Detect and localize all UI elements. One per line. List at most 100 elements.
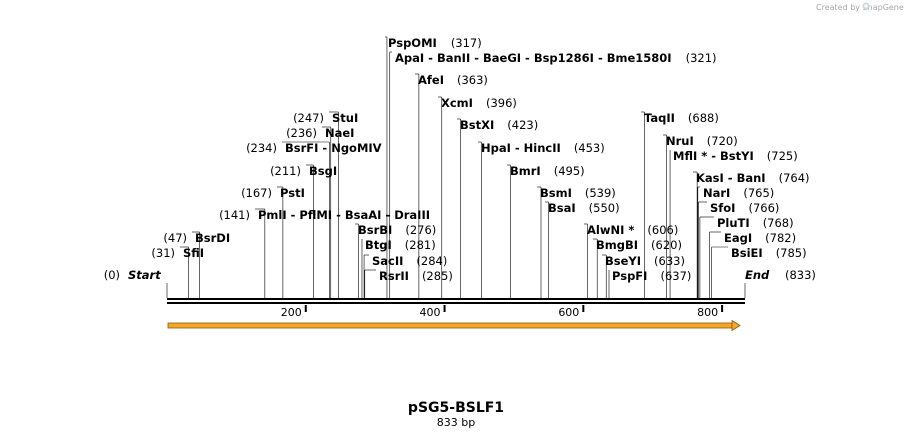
site-name: BmgBI — [596, 238, 638, 252]
axis-tick — [721, 305, 724, 312]
site-position: (764) — [779, 171, 810, 185]
site-position: (47) — [163, 231, 187, 245]
site-name: BsiEI — [731, 246, 763, 260]
site-name: BsrDI — [195, 231, 230, 245]
site-label[interactable]: BsmI (539) — [540, 186, 616, 200]
site-label[interactable]: BsrFI - NgoMIV (234) — [246, 141, 382, 155]
site-position: (550) — [589, 201, 620, 215]
end-label: End (833) — [745, 268, 816, 282]
site-name: MflI * - BstYI — [673, 149, 754, 163]
site-name: HpaI - HincII — [481, 141, 561, 155]
site-label[interactable]: PspOMI (317) — [388, 36, 482, 50]
site-label[interactable]: RsrII (285) — [379, 269, 453, 283]
site-position: (317) — [451, 36, 482, 50]
site-name: NaeI — [325, 126, 354, 140]
site-position: (236) — [286, 126, 317, 140]
site-label[interactable]: BmrI (495) — [510, 164, 585, 178]
site-label[interactable]: BsrBI (276) — [358, 223, 436, 237]
start-name: Start — [128, 268, 161, 282]
site-position: (276) — [405, 223, 436, 237]
site-position: (247) — [293, 111, 324, 125]
site-position: (285) — [422, 269, 453, 283]
site-position: (782) — [765, 231, 796, 245]
site-label[interactable]: EagI (782) — [724, 231, 796, 245]
site-label[interactable]: PmlI - PflMI - BsaAI - DraIII (141) — [219, 208, 430, 222]
site-label[interactable]: StuI (247) — [293, 111, 358, 125]
site-label[interactable]: KasI - BanI (764) — [696, 171, 810, 185]
site-label[interactable]: BsaI (550) — [548, 201, 620, 215]
site-name: EagI — [724, 231, 752, 245]
site-name: SfoI — [710, 201, 735, 215]
site-label[interactable]: SfiI (31) — [151, 246, 204, 260]
axis-tick-label: 600 — [558, 306, 579, 319]
site-position: (785) — [776, 246, 807, 260]
site-position: (720) — [707, 134, 738, 148]
site-label[interactable]: ApaI - BanII - BaeGI - Bsp1286I - Bme158… — [395, 51, 717, 65]
site-label[interactable]: AfeI (363) — [418, 73, 488, 87]
site-name: PluTI — [717, 216, 750, 230]
site-label[interactable]: BmgBI (620) — [596, 238, 682, 252]
site-label[interactable]: BstXI (423) — [460, 118, 538, 132]
site-name: PspFI — [612, 269, 647, 283]
site-position: (725) — [767, 149, 798, 163]
site-label[interactable]: NaeI (236) — [286, 126, 354, 140]
site-position: (637) — [660, 269, 691, 283]
site-label[interactable]: BsrDI (47) — [163, 231, 230, 245]
site-position: (31) — [151, 246, 175, 260]
site-name: AfeI — [418, 73, 444, 87]
site-label[interactable]: SacII (284) — [372, 254, 447, 268]
site-position: (284) — [416, 254, 447, 268]
site-position: (606) — [647, 223, 678, 237]
axis-tick-label: 200 — [281, 306, 302, 319]
site-name: ApaI - BanII - BaeGI - Bsp1286I - Bme158… — [395, 51, 672, 65]
site-label[interactable]: PstI (167) — [241, 186, 305, 200]
site-name: PmlI - PflMI - BsaAI - DraIII — [258, 208, 430, 222]
site-name: PspOMI — [388, 36, 437, 50]
site-position: (453) — [574, 141, 605, 155]
end-name: End — [745, 268, 770, 282]
site-position: (423) — [507, 118, 538, 132]
site-position: (539) — [585, 186, 616, 200]
site-name: BtgI — [365, 238, 392, 252]
site-position: (211) — [270, 164, 301, 178]
site-label[interactable]: MflI * - BstYI (725) — [673, 149, 798, 163]
site-position: (234) — [246, 141, 277, 155]
axis-tick — [582, 305, 585, 312]
site-position: (281) — [405, 238, 436, 252]
site-label[interactable]: NruI (720) — [666, 134, 738, 148]
site-label[interactable]: PspFI (637) — [612, 269, 691, 283]
site-name: SacII — [372, 254, 403, 268]
site-name: XcmI — [441, 96, 473, 110]
site-name: BsgI — [309, 164, 337, 178]
site-label[interactable]: BsiEI (785) — [731, 246, 807, 260]
site-label[interactable]: XcmI (396) — [441, 96, 517, 110]
site-label[interactable]: HpaI - HincII (453) — [481, 141, 605, 155]
site-label[interactable]: BseYI (633) — [605, 254, 685, 268]
site-name: NruI — [666, 134, 694, 148]
site-label[interactable]: BsgI (211) — [270, 164, 337, 178]
site-label[interactable]: BtgI (281) — [365, 238, 436, 252]
site-position: (167) — [241, 186, 272, 200]
site-name: SfiI — [183, 246, 204, 260]
site-position: (766) — [748, 201, 779, 215]
site-labels: PspOMI (317)ApaI - BanII - BaeGI - Bsp128… — [104, 36, 816, 283]
backbone — [167, 298, 745, 304]
site-label[interactable]: PluTI (768) — [717, 216, 794, 230]
start-position: (0) — [104, 268, 120, 282]
site-name: BsaI — [548, 201, 576, 215]
site-position: (495) — [554, 164, 585, 178]
axis-tick — [443, 305, 446, 312]
site-position: (363) — [457, 73, 488, 87]
site-label[interactable]: NarI (765) — [703, 186, 774, 200]
watermark: Created by SnapGene — [816, 3, 904, 12]
site-name: BsrBI — [358, 223, 392, 237]
site-label[interactable]: TaqII (688) — [644, 111, 719, 125]
site-label[interactable]: SfoI (766) — [710, 201, 779, 215]
site-label[interactable]: AlwNI * (606) — [587, 223, 678, 237]
feature-arrow[interactable] — [167, 319, 741, 332]
axis-ticks: 200 400 600 800 — [281, 305, 724, 319]
site-position: (633) — [654, 254, 685, 268]
site-name: BseYI — [605, 254, 641, 268]
map-title: pSG5-BSLF1 — [408, 400, 504, 416]
